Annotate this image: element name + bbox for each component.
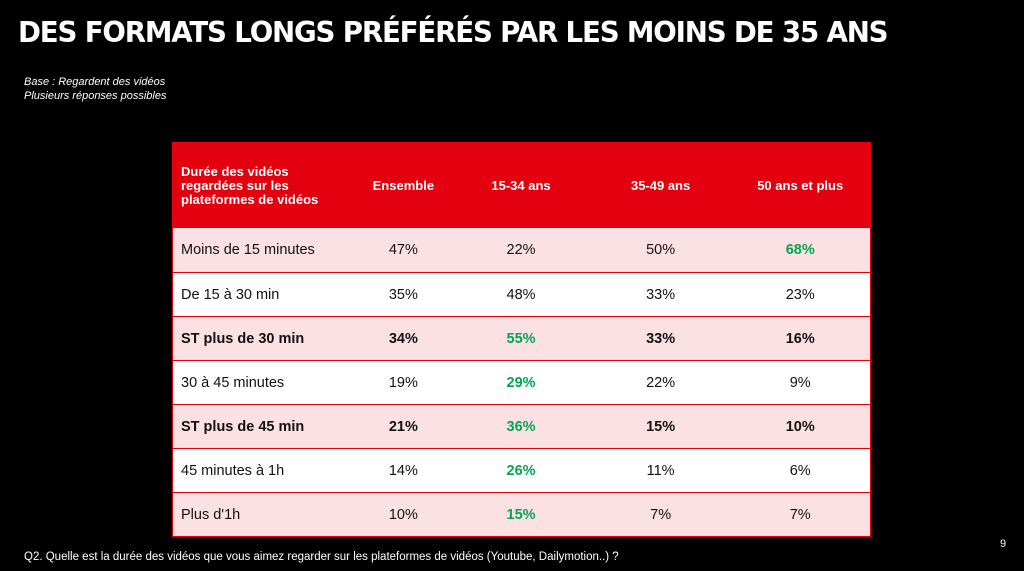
row-label: Plus d'1h bbox=[181, 506, 241, 523]
table-row: Moins de 15 minutes 47% 22% 50% 68% bbox=[173, 228, 870, 272]
table-cell: 34% bbox=[388, 330, 418, 347]
row-label: 30 à 45 minutes bbox=[181, 374, 285, 391]
table-cell: 7% bbox=[789, 506, 811, 523]
table-cell: 7% bbox=[650, 506, 672, 523]
table-cell: 10% bbox=[785, 418, 815, 435]
column-header-15-34: 15-34 ans bbox=[491, 177, 551, 193]
question-footnote: Q2. Quelle est la durée des vidéos que v… bbox=[24, 551, 619, 563]
results-table: Durée des vidéos regardées sur les plate… bbox=[172, 142, 871, 537]
row-label: Moins de 15 minutes bbox=[181, 242, 315, 258]
table-cell: 48% bbox=[506, 286, 536, 303]
table-row: ST plus de 30 min 34% 55% 33% 16% bbox=[173, 316, 870, 360]
table-row: De 15 à 30 min 35% 48% 33% 23% bbox=[173, 272, 870, 316]
base-note: Base : Regardent des vidéos Plusieurs ré… bbox=[24, 75, 166, 103]
table-row: 30 à 45 minutes 19% 29% 22% 9% bbox=[173, 360, 870, 404]
table-cell: 11% bbox=[646, 462, 675, 479]
table-cell: 50% bbox=[646, 242, 676, 258]
table-cell: 26% bbox=[506, 462, 536, 479]
table-row: Plus d'1h 10% 15% 7% 7% bbox=[173, 492, 870, 536]
table-cell: 9% bbox=[789, 374, 811, 391]
table-row: ST plus de 45 min 21% 36% 15% 10% bbox=[173, 404, 870, 448]
table-cell: 22% bbox=[506, 242, 536, 258]
column-header-50-plus: 50 ans et plus bbox=[757, 177, 844, 193]
table-cell: 10% bbox=[388, 506, 418, 523]
table-cell: 21% bbox=[388, 418, 418, 435]
table-header-row: Durée des vidéos regardées sur les plate… bbox=[173, 143, 870, 228]
table-cell: 22% bbox=[646, 374, 676, 391]
table-cell: 15% bbox=[506, 506, 536, 523]
page-number: 9 bbox=[1000, 538, 1007, 550]
table-cell: 36% bbox=[506, 418, 536, 435]
table-body: Moins de 15 minutes 47% 22% 50% 68% De 15 à 3… bbox=[173, 228, 870, 536]
row-label: De 15 à 30 min bbox=[181, 286, 280, 303]
row-label: ST plus de 30 min bbox=[181, 330, 305, 347]
table-cell: 47% bbox=[388, 242, 418, 258]
table-cell: 33% bbox=[646, 330, 676, 347]
table-row: 45 minutes à 1h 14% 26% 11% 6% bbox=[173, 448, 870, 492]
table-cell: 29% bbox=[506, 374, 536, 391]
table-cell: 55% bbox=[506, 330, 536, 347]
base-note-line: Base : Regardent des vidéos bbox=[24, 76, 166, 88]
column-header-duration: Durée des vidéos regardées sur les plate… bbox=[181, 163, 319, 207]
table-cell: 35% bbox=[388, 286, 418, 303]
row-label: ST plus de 45 min bbox=[181, 418, 305, 435]
table-cell: 6% bbox=[789, 462, 811, 479]
column-header-35-49: 35-49 ans bbox=[630, 177, 691, 193]
base-note-line: Plusieurs réponses possibles bbox=[24, 90, 167, 102]
table-cell: 15% bbox=[646, 418, 676, 435]
row-label: 45 minutes à 1h bbox=[181, 462, 285, 479]
table-cell: 33% bbox=[646, 286, 676, 303]
table-cell: 68% bbox=[785, 242, 815, 258]
table-cell: 23% bbox=[785, 286, 815, 303]
column-header-ensemble: Ensemble bbox=[372, 177, 435, 193]
page-title: DES FORMATS LONGS PRÉFÉRÉS PAR LES MOINS… bbox=[18, 16, 889, 49]
table-cell: 16% bbox=[785, 330, 815, 347]
table-cell: 14% bbox=[388, 462, 418, 479]
table-cell: 19% bbox=[388, 374, 418, 391]
